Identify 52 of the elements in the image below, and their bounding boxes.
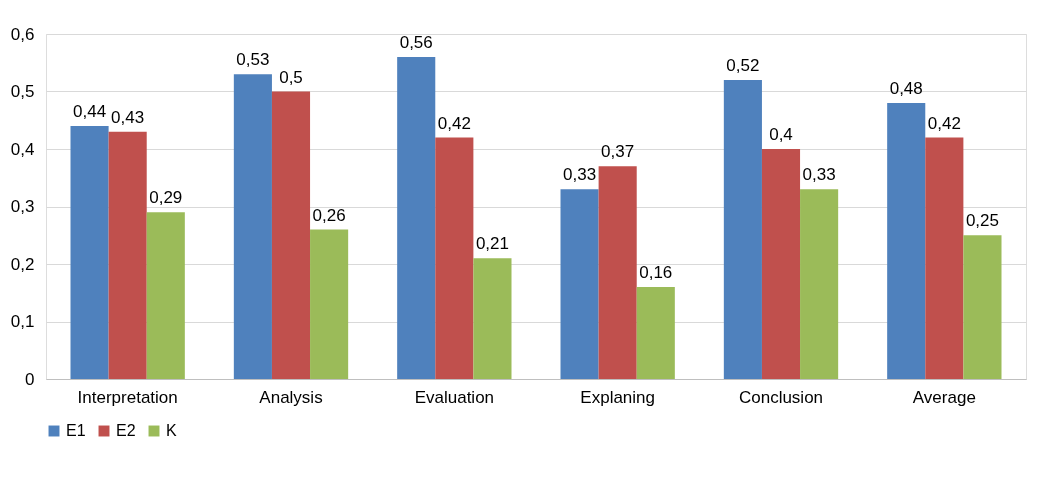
y-tick-label: 0,2 <box>10 254 35 274</box>
y-tick-label: 0,3 <box>10 197 35 216</box>
data-label: 0,37 <box>601 142 635 162</box>
data-label: 0,48 <box>889 79 923 98</box>
data-label: 0,56 <box>399 33 433 52</box>
data-label: 0,52 <box>726 56 760 75</box>
y-tick-label: 0,4 <box>10 139 35 159</box>
x-tick-label: Conclusion <box>738 387 824 407</box>
x-tick-label: Evaluation <box>414 387 495 407</box>
legend-label: K <box>166 422 177 439</box>
bar <box>310 229 349 379</box>
bar <box>723 80 762 379</box>
legend-label: E1 <box>66 422 86 439</box>
data-label: 0,33 <box>563 165 597 185</box>
data-label: 0,53 <box>236 50 270 70</box>
data-label: 0,4 <box>769 125 793 144</box>
bar <box>761 149 801 379</box>
data-label: 0,42 <box>437 113 471 133</box>
x-tick-label: Interpretation <box>77 387 178 407</box>
y-tick-label: 0,5 <box>10 82 35 101</box>
bar <box>108 131 147 379</box>
bar <box>70 126 109 379</box>
data-label: 0,26 <box>312 205 346 225</box>
bar <box>560 189 599 379</box>
legend-label: E2 <box>116 422 136 439</box>
bar <box>887 103 926 379</box>
data-label: 0,29 <box>149 188 183 208</box>
bar <box>397 57 436 379</box>
bar <box>636 287 675 379</box>
data-label: 0,44 <box>73 102 107 121</box>
data-label: 0,21 <box>475 234 509 254</box>
bar <box>963 235 1002 379</box>
data-label: 0,42 <box>927 113 961 133</box>
data-label: 0,33 <box>802 165 836 185</box>
bar <box>233 74 272 379</box>
bar <box>925 137 964 379</box>
x-tick-label: Analysis <box>259 387 323 407</box>
data-label: 0,43 <box>111 107 145 127</box>
data-label: 0,5 <box>279 67 303 87</box>
bar <box>473 258 512 379</box>
y-tick-label: 0,6 <box>10 24 35 44</box>
data-label: 0,16 <box>639 263 673 282</box>
bar <box>800 189 839 379</box>
x-tick-label: Average <box>912 387 976 407</box>
y-tick-label: 0 <box>25 369 35 389</box>
bar <box>435 137 474 379</box>
data-label: 0,25 <box>965 211 999 231</box>
bar <box>271 91 311 379</box>
bar <box>598 166 637 379</box>
y-tick-label: 0,1 <box>10 312 35 331</box>
x-tick-label: Explaning <box>580 387 655 407</box>
bar <box>146 212 185 379</box>
